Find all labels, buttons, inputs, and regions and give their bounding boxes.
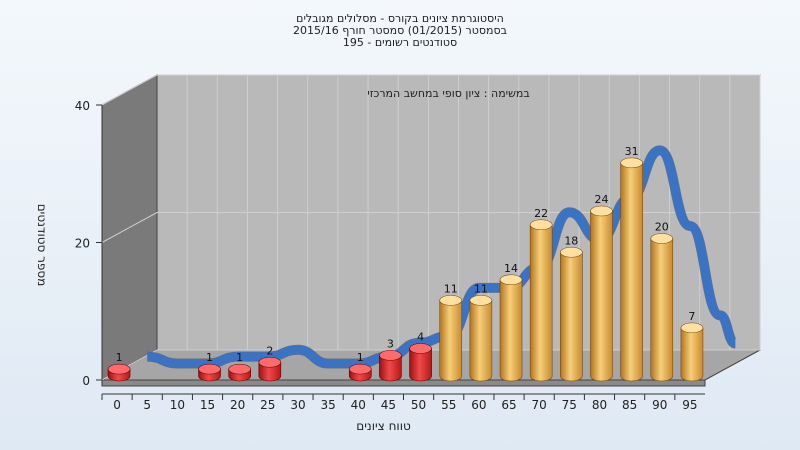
chart-bar	[439, 295, 463, 382]
trend-ribbon	[147, 145, 738, 369]
bar-cap	[439, 295, 463, 306]
bar-body	[650, 238, 674, 382]
chart-bar	[499, 274, 523, 382]
x-tick-label: 45	[381, 398, 396, 412]
bar-value-label: 20	[655, 221, 669, 234]
bar-body	[499, 279, 523, 382]
bar-body	[469, 300, 493, 382]
x-tick-label: 50	[411, 398, 426, 412]
bar-value-label: 14	[504, 262, 518, 275]
y-tick-label: 20	[75, 237, 90, 251]
x-tick-label: 35	[320, 398, 335, 412]
bar-cap	[499, 274, 523, 286]
chart-bar	[348, 363, 372, 382]
x-tick-label: 70	[532, 398, 547, 412]
bar-cap	[650, 233, 674, 244]
chart-bar	[590, 205, 613, 382]
x-tick-label: 65	[501, 398, 516, 412]
chart-bar	[409, 343, 432, 382]
x-tick-label: 80	[592, 398, 607, 412]
bar-value-label: 22	[534, 207, 548, 220]
bar-body	[560, 251, 583, 382]
bar-value-label: 1	[206, 351, 213, 364]
x-tick-label: 10	[170, 398, 185, 412]
bar-value-label: 1	[116, 351, 123, 364]
bar-cap	[228, 363, 251, 375]
chart-bar	[379, 350, 402, 382]
chart-bar	[650, 233, 674, 382]
x-tick-label: 20	[230, 398, 245, 412]
x-tick-label: 95	[682, 398, 697, 412]
x-tick-label: 40	[351, 398, 366, 412]
bar-cap	[348, 363, 372, 375]
bar-value-label: 24	[594, 193, 608, 206]
chart-bar	[680, 322, 704, 382]
x-tick-label: 85	[622, 398, 637, 412]
bar-value-label: 7	[688, 310, 695, 323]
bar-cap	[258, 356, 282, 368]
chart-bar	[560, 246, 583, 382]
bar-cap	[469, 295, 493, 306]
bar-value-label: 1	[236, 351, 243, 364]
x-tick-label: 0	[113, 398, 121, 412]
bar-body	[379, 355, 402, 382]
gridline	[101, 74, 760, 106]
gridline	[101, 212, 760, 243]
x-tick-label: 30	[290, 398, 305, 412]
chart-bar	[469, 295, 493, 382]
bar-body	[529, 224, 553, 382]
bar-value-label: 11	[474, 282, 488, 295]
chart-title-line3: 195 - סטודנטים רשומים	[342, 36, 458, 49]
bar-cap	[529, 219, 553, 231]
y-axis-title: מספר סטודנטים	[35, 204, 49, 287]
bar-value-label: 31	[625, 145, 639, 158]
x-tick-label: 25	[260, 398, 275, 412]
bar-body	[590, 210, 613, 382]
chart-bar	[107, 363, 131, 382]
bar-body	[680, 327, 704, 382]
chart-bar	[228, 363, 251, 382]
bar-cap	[560, 246, 583, 258]
bar-cap	[620, 157, 643, 169]
chart-bar	[258, 356, 282, 382]
chart-bar	[529, 219, 553, 382]
bar-body	[258, 361, 282, 382]
bar-value-label: 1	[357, 351, 364, 364]
chart-bar	[198, 363, 221, 382]
x-tick-label: 90	[652, 398, 667, 412]
chart-title-line1: היסטוגרמת ציונים בקורס - מסלולים מגובלים	[296, 12, 504, 25]
bar-value-label: 11	[444, 282, 458, 295]
y-tick-label: 40	[75, 99, 90, 113]
x-tick-label: 15	[200, 398, 215, 412]
bar-value-label: 2	[266, 344, 273, 357]
y-tick-label: 0	[82, 374, 90, 388]
bar-body	[620, 162, 643, 382]
bar-body	[439, 300, 463, 382]
bar-cap	[680, 322, 704, 334]
bar-value-label: 3	[387, 337, 394, 350]
x-axis-title: טווח ציונים	[356, 419, 411, 433]
bar-cap	[590, 205, 613, 217]
x-tick-label: 55	[441, 398, 456, 412]
chart-annotation: במשימה : ציון סופי במחשב המרכזי	[367, 87, 530, 100]
bar-cap	[198, 363, 221, 375]
chart-bar	[620, 157, 643, 382]
x-tick-label: 75	[562, 398, 577, 412]
chart-floor-edge	[101, 379, 706, 387]
bar-cap	[379, 350, 402, 361]
x-tick-label: 60	[471, 398, 486, 412]
bar-value-label: 4	[417, 331, 424, 344]
chart-title-line2: בסמסטר (01/2015) סמסטר חורף 2015/16	[293, 24, 507, 37]
bar-cap	[409, 343, 432, 354]
x-tick-label: 5	[143, 398, 151, 412]
bar-value-label: 18	[564, 234, 578, 247]
bar-cap	[107, 363, 131, 375]
bar-body	[409, 348, 432, 382]
